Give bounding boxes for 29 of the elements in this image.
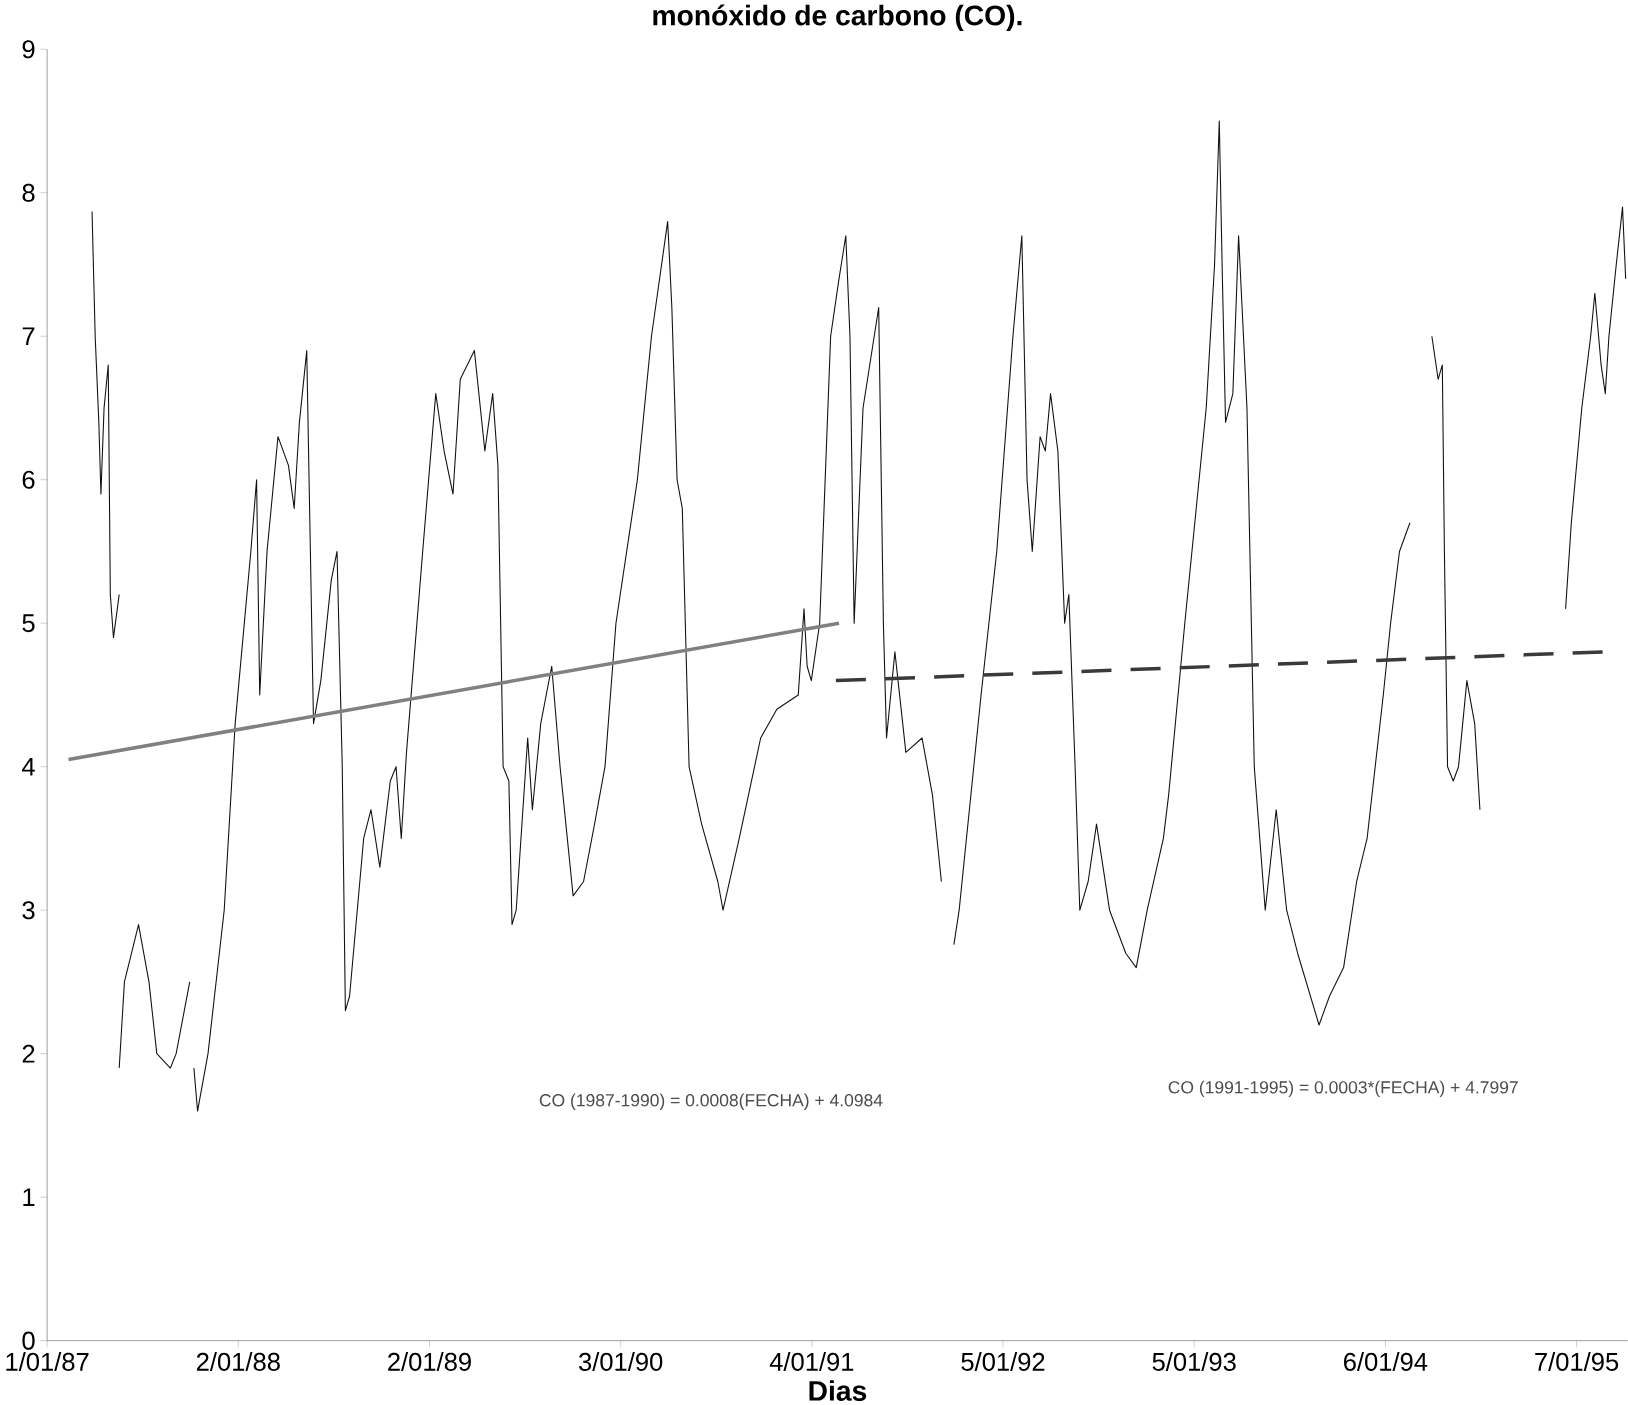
- x-tick-label: 5/01/93: [1152, 1351, 1236, 1371]
- annotation: CO (1991-1995) = 0.0003*(FECHA) + 4.7997: [1168, 1080, 1518, 1097]
- x-tick-label: 5/01/92: [961, 1351, 1045, 1371]
- y-tick-label: 6: [22, 470, 35, 489]
- line-series: [1431, 335, 1481, 811]
- y-tick-label: 3: [22, 900, 35, 920]
- x-tick-label: 6/01/94: [1344, 1351, 1428, 1371]
- y-tick-label: 9: [22, 40, 35, 59]
- x-tick-label: 2/01/88: [196, 1351, 280, 1371]
- x-tick-label: 2/01/89: [388, 1351, 471, 1371]
- x-tick-label: 1/01/87: [6, 1351, 89, 1371]
- x-tick-label: 3/01/90: [578, 1351, 663, 1371]
- x-tick-label: 4/01/91: [769, 1351, 854, 1371]
- y-tick-label: 8: [22, 183, 35, 202]
- y-tick-label: 2: [22, 1044, 35, 1063]
- x-tick-label: 7/01/95: [1535, 1351, 1619, 1371]
- x-axis-title: Dias: [809, 1379, 867, 1401]
- y-tick-label: 7: [22, 327, 35, 345]
- y-tick-label: 5: [22, 614, 35, 632]
- y-tick-label: 1: [23, 1188, 35, 1206]
- line-series: [118, 923, 191, 1069]
- y-tick-label: 0: [22, 1331, 35, 1350]
- line-series: [1565, 206, 1627, 610]
- line-series: [91, 210, 120, 638]
- line-series: [953, 120, 1411, 1026]
- annotation: CO (1987-1990) = 0.0008(FECHA) + 4.0984: [539, 1093, 883, 1110]
- chart-title: monóxido de carbono (CO).: [653, 4, 1022, 31]
- y-tick-label: 4: [22, 757, 35, 776]
- line-series: [193, 220, 942, 1112]
